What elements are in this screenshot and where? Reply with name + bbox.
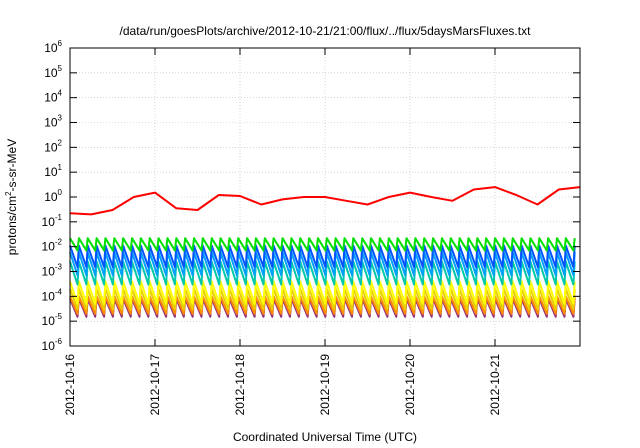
y-tick-label: 103 [44, 114, 62, 130]
x-axis-label: Coordinated Universal Time (UTC) [233, 430, 417, 444]
x-tick-label: 2012-10-18 [233, 354, 247, 416]
y-tick-label: 106 [44, 39, 62, 55]
y-tick-label: 10-4 [42, 287, 63, 303]
series-line [69, 244, 576, 269]
series-line [69, 295, 576, 315]
tick-layer: 10-6 10-5 10-4 10-3 10-2 10-1 100 101 102 103 104 1… [42, 39, 580, 415]
x-tick-label: 2012-10-19 [318, 354, 332, 416]
series-line [69, 260, 576, 286]
y-tick-label: 10-5 [42, 312, 63, 328]
series-line [69, 186, 581, 216]
x-tick-label: 2012-10-21 [488, 354, 502, 416]
y-tick-label: 105 [44, 64, 62, 80]
series-line [69, 251, 576, 277]
y-tick-label: 10-2 [42, 238, 63, 254]
y-tick-label: 102 [44, 138, 62, 154]
x-tick-label: 2012-10-16 [63, 354, 77, 416]
y-tick-label: 101 [44, 163, 62, 179]
series-layer [69, 186, 581, 318]
series-line [69, 297, 576, 318]
x-tick-label: 2012-10-20 [403, 354, 417, 416]
y-tick-label: 10-1 [42, 213, 63, 229]
y-tick-label: 10-6 [42, 337, 63, 353]
series-line [69, 287, 576, 311]
x-tick-label: 2012-10-17 [148, 354, 162, 416]
y-tick-label: 100 [44, 188, 62, 204]
series-line [69, 237, 576, 252]
y-tick-label: 104 [44, 89, 62, 105]
chart-title: /data/run/goesPlots/archive/2012-10-21/2… [120, 24, 532, 38]
y-tick-label: 10-3 [42, 263, 63, 279]
y-axis-label: protons/cm2-s-sr-MeV [4, 139, 19, 255]
series-line [69, 280, 576, 305]
